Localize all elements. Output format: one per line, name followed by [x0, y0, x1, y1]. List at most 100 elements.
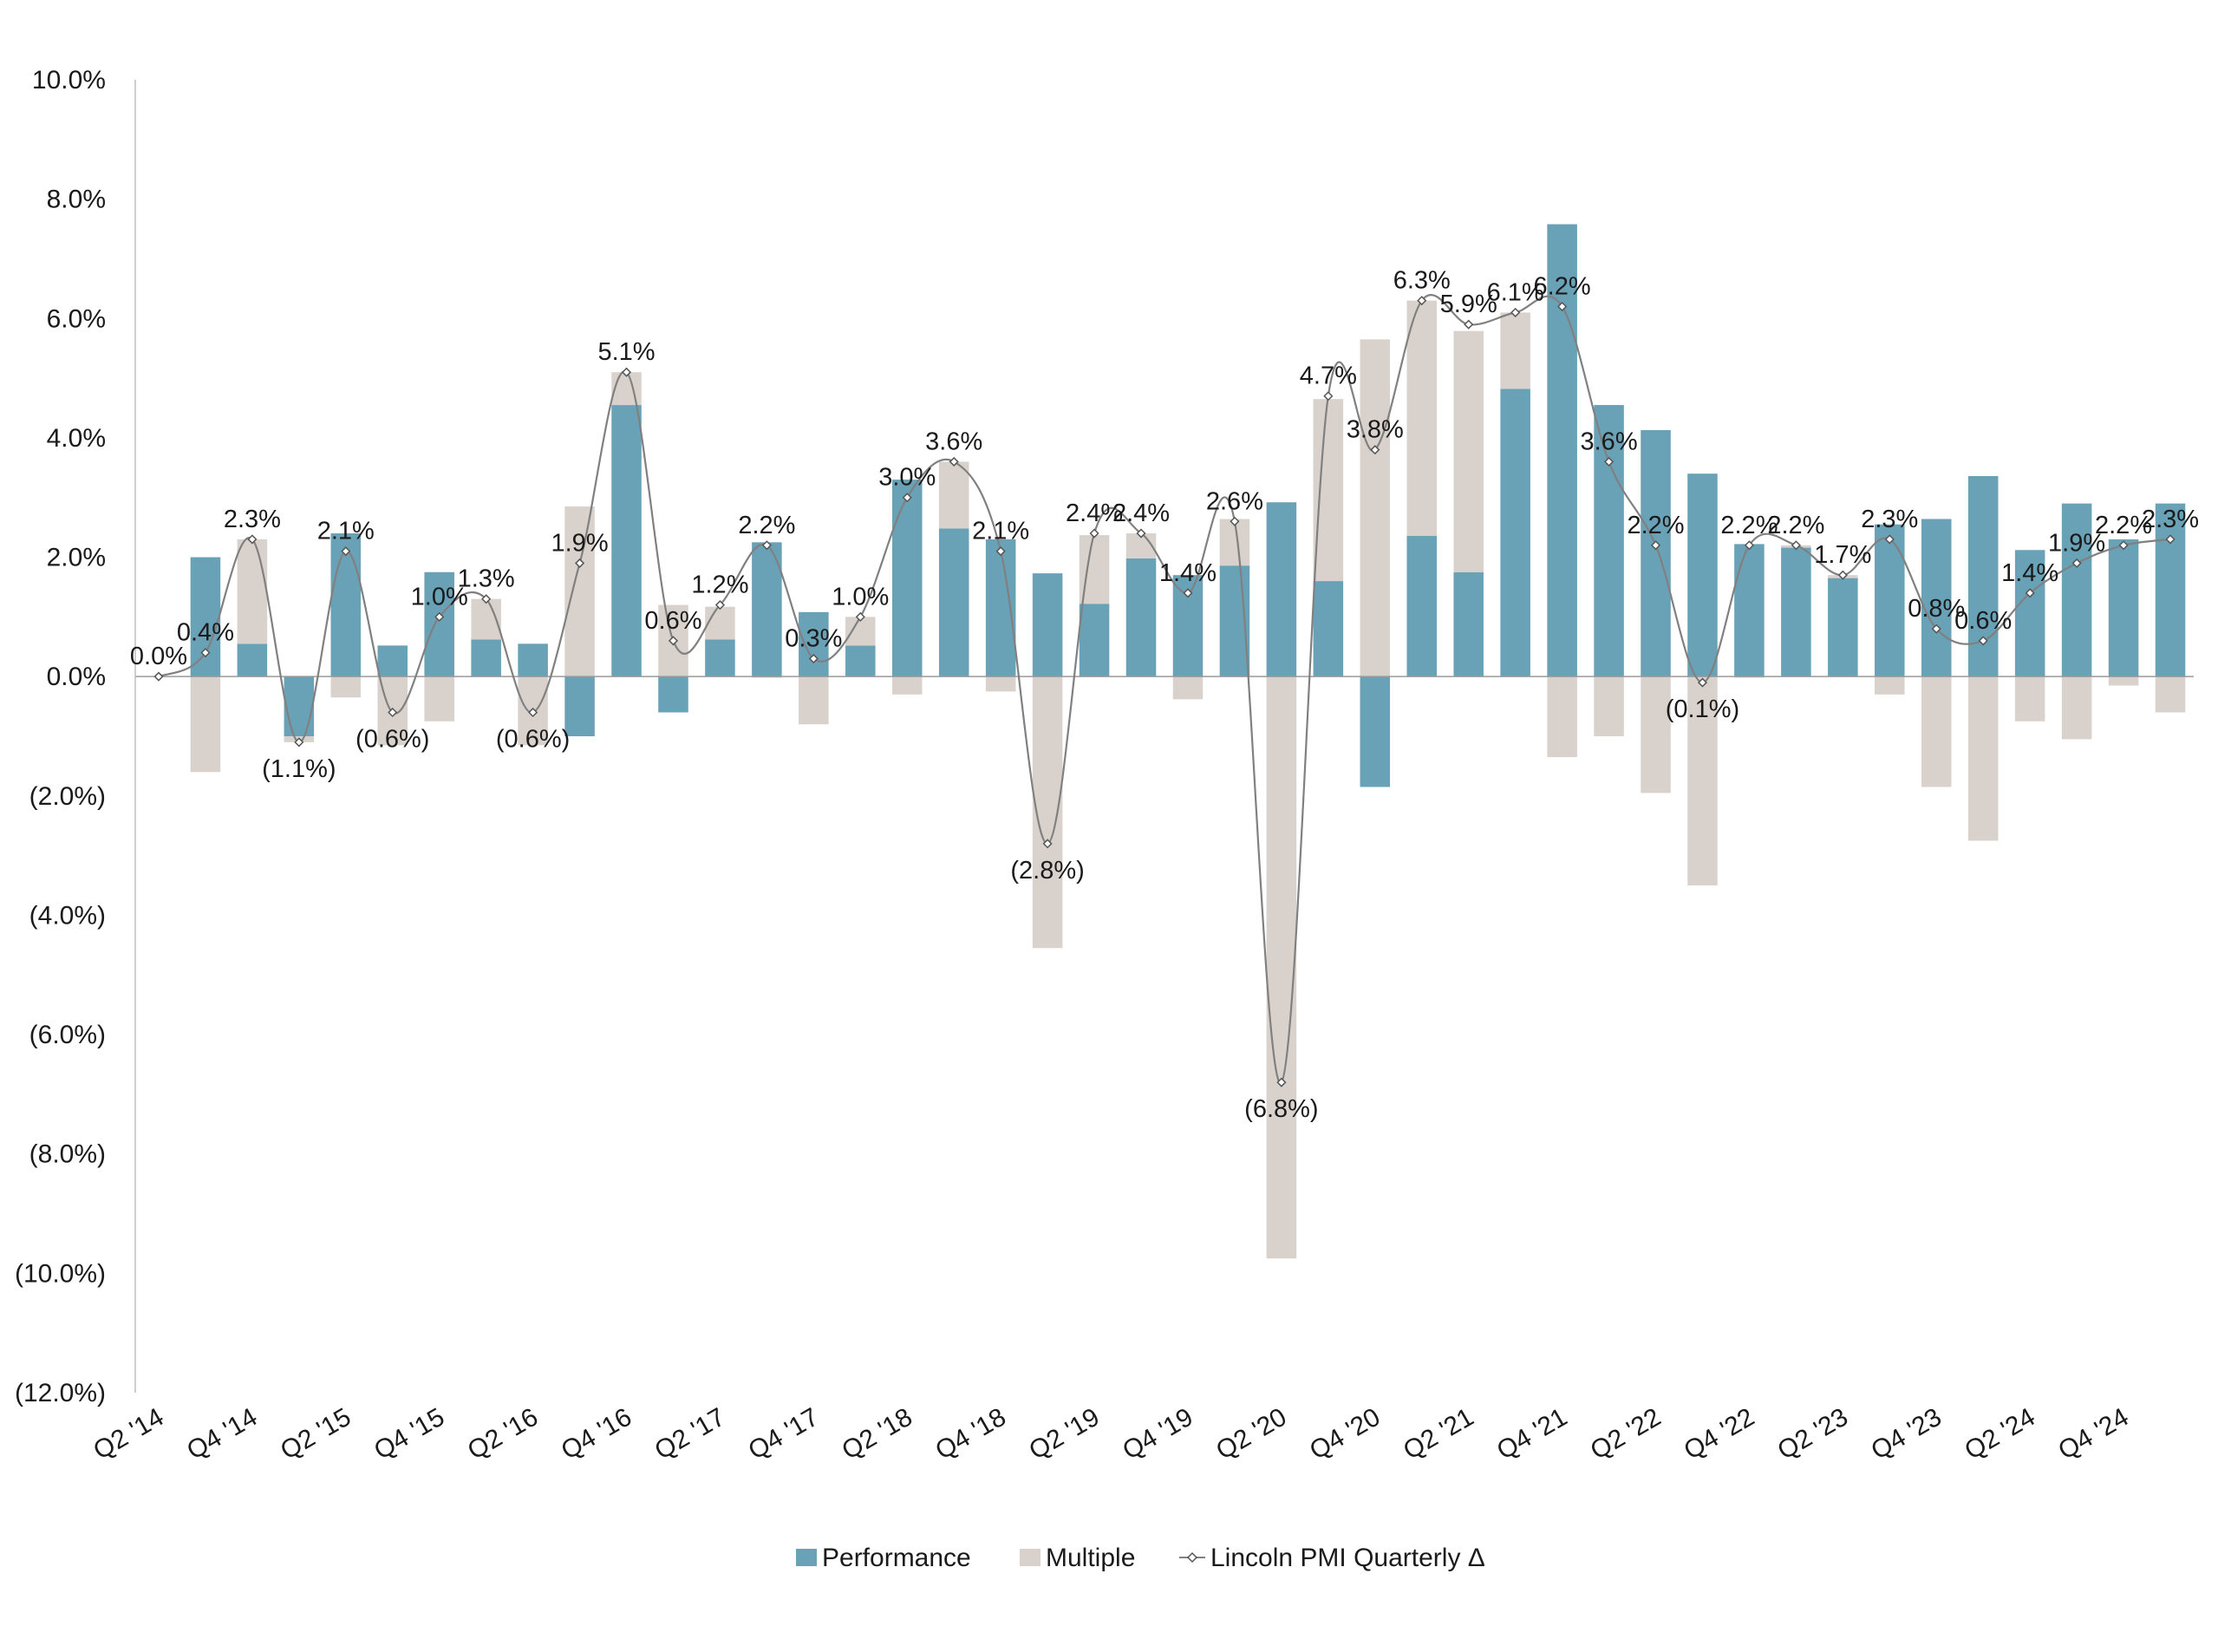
multiple-bar [237, 539, 268, 644]
pmi-data-label: 1.2% [691, 571, 748, 599]
pmi-marker [949, 456, 959, 467]
performance-bar [2061, 503, 2092, 677]
performance-bar [1781, 547, 1811, 677]
pmi-marker [1183, 588, 1193, 598]
pmi-data-label: 2.4% [1066, 500, 1123, 527]
pmi-data-label: 0.0% [130, 643, 187, 670]
performance-bar [1734, 544, 1765, 677]
pmi-data-label: 2.3% [224, 506, 281, 533]
multiple-bar [424, 676, 454, 722]
multiple-bar [705, 606, 735, 640]
pmi-marker [1042, 839, 1053, 849]
pmi-data-label: 2.2% [1720, 512, 1778, 539]
multiple-bar [1313, 399, 1344, 582]
pmi-marker [1791, 540, 1801, 551]
pmi-data-label: 6.1% [1487, 278, 1544, 306]
pmi-data-label: 4.7% [1300, 362, 1357, 390]
x-tick-label: Q4 '23 [1867, 1402, 1947, 1465]
pmi-marker [1510, 307, 1521, 317]
pmi-data-label: (0.6%) [356, 725, 429, 753]
pmi-data-label: 0.3% [785, 625, 842, 653]
performance-bar [2108, 539, 2139, 677]
pmi-marker [294, 737, 304, 748]
performance-bar [564, 676, 595, 736]
multiple-bar [1967, 676, 1999, 841]
multiple-bar [564, 506, 595, 677]
pmi-data-label: 2.2% [1627, 512, 1684, 539]
performance-bar [1266, 502, 1297, 677]
multiple-bar [1500, 312, 1530, 389]
multiple-bar [2014, 676, 2045, 722]
multiple-bar [190, 676, 221, 773]
pmi-marker [1837, 570, 1848, 580]
pmi-marker [808, 653, 819, 664]
pmi-marker [1884, 534, 1895, 545]
x-tick-label: Q2 '22 [1586, 1402, 1666, 1465]
multiple-bar [1453, 330, 1484, 572]
pmi-marker [153, 671, 164, 682]
pmi-data-label: 1.9% [551, 529, 609, 557]
pmi-data-label: 3.8% [1347, 416, 1404, 444]
multiple-bar [1547, 676, 1577, 758]
multiple-bar [1594, 676, 1624, 736]
x-tick-label: Q4 '16 [557, 1402, 636, 1465]
pmi-data-label: 5.1% [597, 338, 655, 366]
pmi-data-label: 1.7% [1814, 541, 1871, 569]
bars [190, 224, 2186, 1259]
x-tick-label: Q2 '16 [463, 1402, 543, 1465]
x-tick-label: Q2 '18 [838, 1402, 917, 1465]
multiple-bar [1921, 676, 1952, 787]
y-tick-label: 10.0% [32, 66, 106, 95]
pmi-marker [2025, 588, 2035, 598]
pmi-marker [1464, 319, 1474, 330]
pmi-data-label: 3.6% [1581, 428, 1638, 455]
pmi-data-label: (0.1%) [1666, 695, 1739, 723]
multiple-bar [1266, 676, 1297, 1259]
multiple-bar [1641, 676, 1671, 793]
pmi-data-label: 1.4% [2001, 559, 2058, 587]
multiple-bar [330, 676, 362, 698]
pmi-marker [1604, 456, 1615, 467]
x-tick-label: Q4 '22 [1680, 1402, 1759, 1465]
legend-label-multiple: Multiple [1046, 1544, 1135, 1572]
performance-bar [1967, 475, 1999, 677]
performance-bar [1079, 604, 1110, 677]
pmi-marker [761, 540, 772, 551]
pmi-marker [1323, 391, 1334, 402]
pmi-data-label: 1.0% [411, 583, 468, 611]
performance-bar [377, 645, 408, 677]
pmi-data-label: 2.3% [1861, 506, 1918, 533]
pmi-marker [855, 611, 865, 622]
performance-bar [237, 643, 268, 677]
pmi-marker [388, 707, 398, 718]
x-tick-label: Q2 '15 [276, 1402, 356, 1465]
pmi-marker [995, 546, 1006, 557]
pmi-data-label: 3.0% [878, 464, 936, 492]
performance-bar [471, 639, 501, 677]
performance-bar [424, 571, 454, 677]
pmi-data-label: 3.6% [925, 428, 982, 455]
performance-bar [1641, 429, 1671, 677]
pmi-marker [434, 611, 445, 622]
pmi-marker [1931, 624, 1941, 634]
pmi-marker [341, 546, 351, 557]
x-tick-label: Q2 '24 [1960, 1402, 2039, 1465]
pmi-marker [1978, 636, 1988, 646]
y-tick-label: 0.0% [47, 663, 106, 691]
x-tick-label: Q4 '20 [1305, 1402, 1385, 1465]
multiple-bar [1687, 676, 1718, 886]
performance-bar [891, 480, 923, 677]
performance-bar [1313, 581, 1344, 677]
pmi-marker [1230, 516, 1240, 526]
y-axis-ticks: 10.0% 8.0% 6.0% 4.0% 2.0% 0.0% (2.0%) (4.0%) (6.… [15, 66, 106, 1407]
pmi-marker [668, 636, 679, 646]
pmi-data-label: 1.4% [1159, 559, 1217, 587]
pmi-marker [1557, 301, 1568, 312]
multiple-bar [2108, 676, 2139, 686]
performance-bar [1547, 224, 1577, 677]
pmi-marker [714, 600, 725, 611]
performance-bar [611, 405, 642, 677]
pmi-data-label: 2.3% [2142, 506, 2199, 533]
y-tick-label: 2.0% [47, 544, 106, 572]
multiple-bar [2155, 676, 2186, 713]
